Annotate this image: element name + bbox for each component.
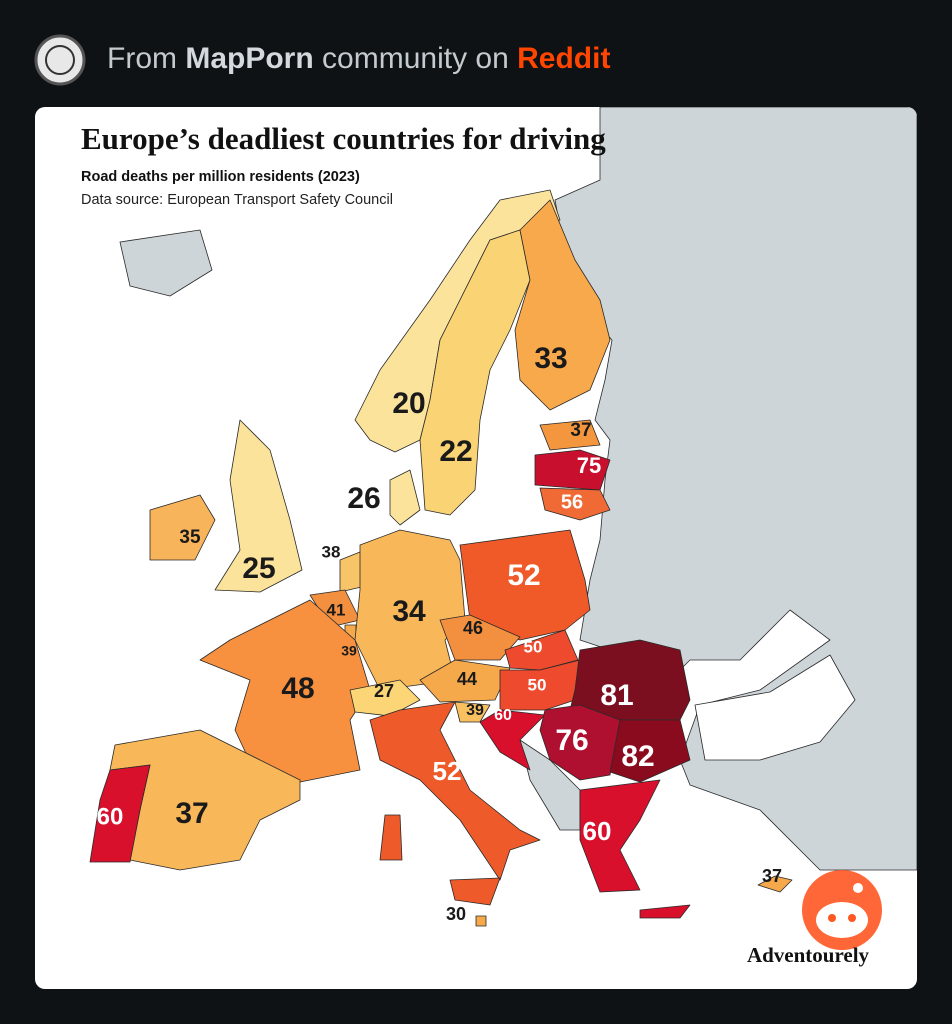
country [349, 679, 421, 717]
country [199, 599, 371, 783]
header-text: From MapPorn community on Reddit [107, 42, 610, 75]
country [389, 469, 421, 526]
map-title: Europe’s deadliest countries for driving [81, 121, 606, 156]
country [419, 229, 531, 516]
country [449, 877, 501, 906]
credit: Adventourely [747, 943, 870, 967]
country-value: 76 [555, 724, 588, 757]
country [514, 199, 611, 411]
header-middle: community on [322, 42, 509, 75]
reddit-logo-face [816, 902, 868, 938]
reddit-logo-antenna [853, 883, 863, 893]
country-value: 26 [347, 482, 380, 515]
map [89, 107, 917, 927]
country-value: 44 [457, 669, 477, 689]
country [579, 779, 661, 893]
country-value: 41 [327, 600, 346, 619]
country-value: 50 [524, 637, 543, 656]
country-value: 46 [463, 618, 483, 638]
country-value: 37 [762, 866, 782, 886]
country-value: 37 [570, 420, 591, 441]
country [214, 419, 303, 593]
site-name[interactable]: Reddit [517, 42, 610, 75]
country-value: 48 [281, 672, 314, 705]
country-value: 20 [392, 387, 425, 420]
header-prefix: From [107, 42, 177, 75]
country-value: 34 [392, 595, 426, 628]
community-name[interactable]: MapPorn [185, 42, 313, 75]
country-value: 35 [179, 527, 201, 548]
country-value: 39 [341, 643, 357, 659]
country [534, 449, 611, 491]
country-value: 52 [433, 756, 462, 786]
country-value: 60 [583, 816, 612, 846]
country [379, 814, 403, 861]
country-value: 50 [528, 675, 547, 694]
map-subtitle: Road deaths per million residents (2023) [81, 169, 360, 185]
country-value: 37 [175, 797, 208, 830]
map-source: Data source: European Transport Safety C… [81, 192, 393, 208]
country [354, 529, 466, 691]
country [539, 487, 611, 521]
country-value: 60 [97, 803, 124, 830]
non-eu-land [119, 229, 213, 297]
country-value: 39 [466, 702, 484, 719]
black-sea [694, 654, 856, 761]
country-value: 22 [439, 435, 472, 468]
country [149, 494, 216, 561]
country-value: 56 [561, 491, 583, 513]
reddit-logo-eye [848, 914, 856, 922]
country [475, 915, 487, 927]
reddit-logo-eye [828, 914, 836, 922]
country-value: 33 [534, 342, 567, 375]
country [609, 719, 691, 783]
country-value: 30 [446, 904, 466, 924]
country [479, 709, 546, 771]
icon-detail [45, 45, 75, 75]
country [757, 875, 793, 893]
country-value: 52 [507, 559, 540, 592]
country-value: 60 [494, 707, 512, 724]
country-value: 82 [621, 740, 654, 773]
country-value: 81 [600, 679, 633, 712]
country [369, 701, 541, 881]
country-value: 25 [242, 552, 275, 585]
country [639, 904, 691, 919]
country [539, 419, 601, 451]
country-value: 27 [374, 681, 394, 701]
community-icon[interactable] [34, 34, 86, 86]
country [539, 704, 621, 781]
country [89, 764, 151, 863]
country-value: 75 [577, 453, 601, 478]
country-value: 38 [322, 542, 341, 561]
